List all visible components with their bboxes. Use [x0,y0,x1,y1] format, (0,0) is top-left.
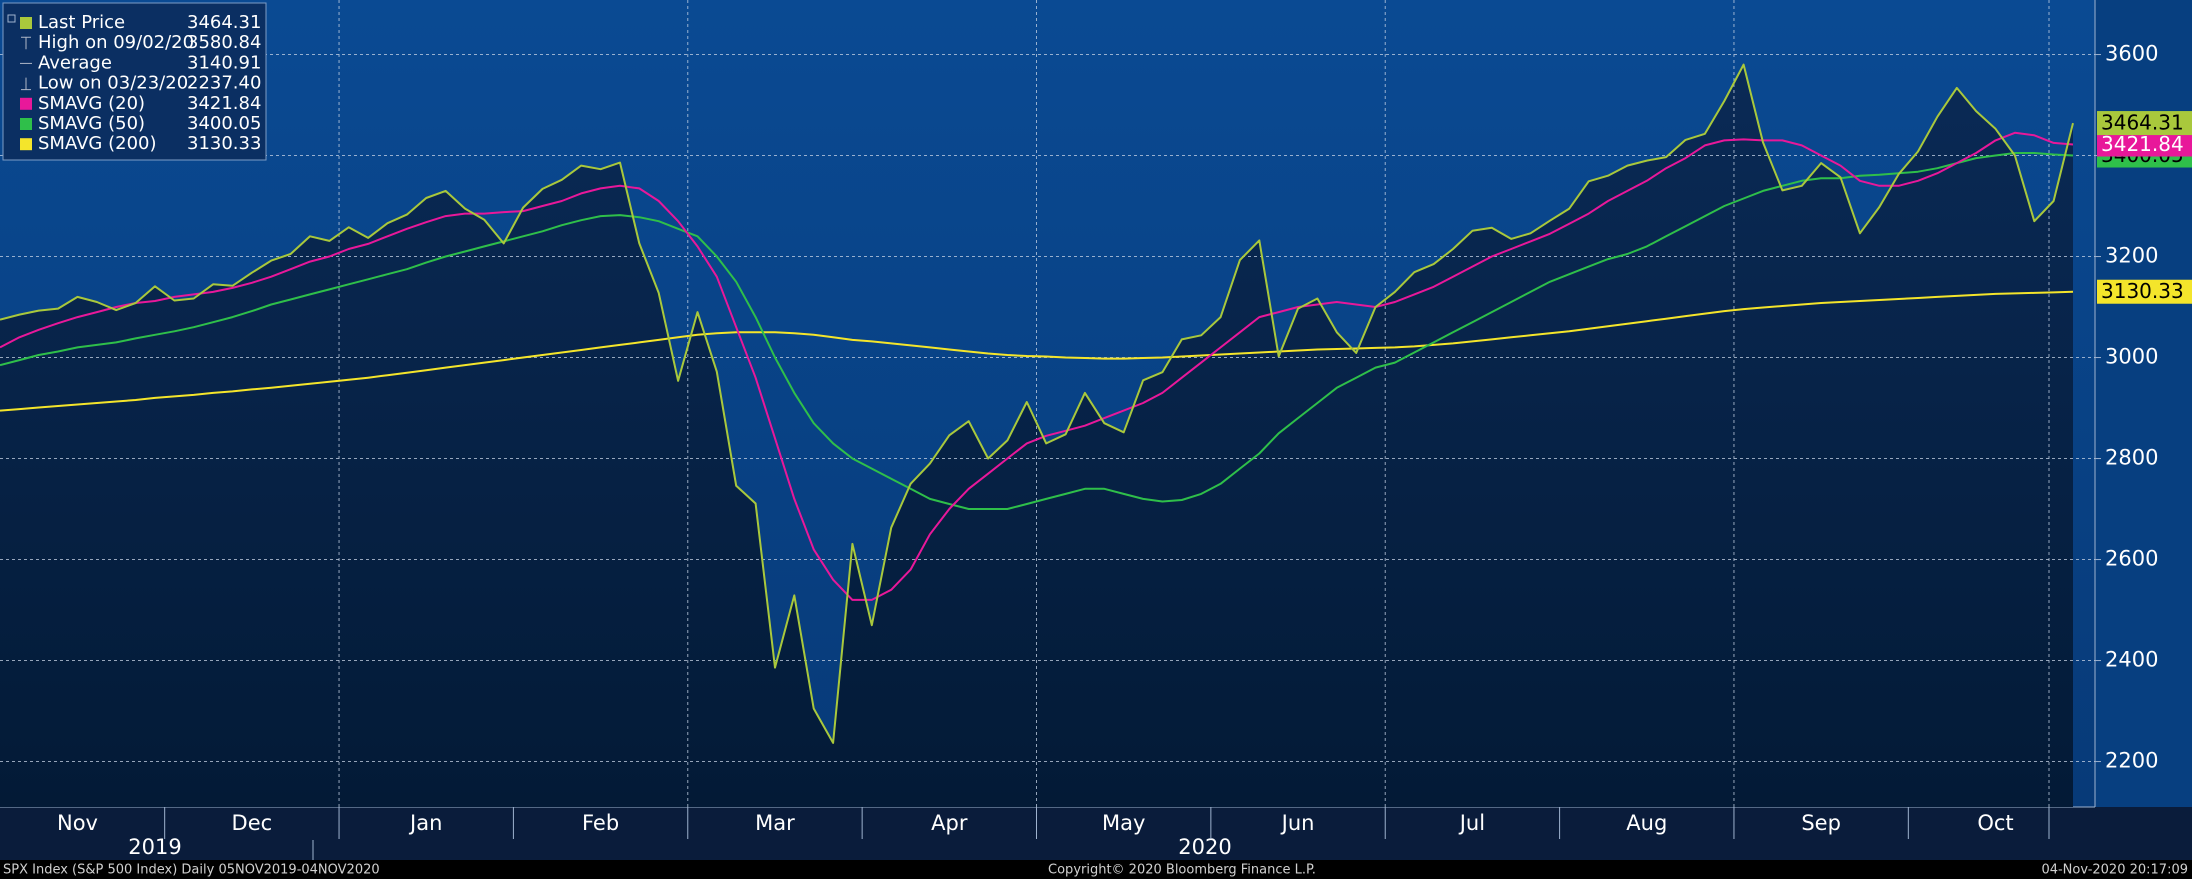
price-area [0,64,2073,808]
legend-label: SMAVG (20) [38,93,145,114]
footer-right: 04-Nov-2020 20:17:09 [2041,863,2188,878]
series-line [0,290,2074,412]
footer-bar [0,860,2192,879]
x-tick-label: May [1102,811,1145,835]
legend-value: 3421.84 [187,93,261,114]
x-tick-label: Jan [408,811,442,835]
legend-box [2,2,267,161]
legend-marker [20,138,32,151]
year-label: 2019 [128,835,181,859]
legend-label: Last Price [38,12,125,33]
x-tick-label: Aug [1626,811,1667,835]
y-tick-label: 2400 [2105,648,2158,672]
x-tick-label: Feb [582,811,619,835]
footer-center: Copyright© 2020 Bloomberg Finance L.P. [1048,863,1316,878]
legend-label: High on 09/02/20 [38,32,194,53]
value-tag [2097,111,2192,136]
legend-label: Average [38,52,112,73]
legend-value: 3140.91 [187,52,261,73]
series-line [0,152,2074,510]
x-axis-strip [0,807,2192,860]
x-tick-label: Sep [1801,811,1841,835]
legend-value: 3130.33 [187,133,261,154]
y-tick-label: 3200 [2105,244,2158,268]
value-tag-label: 3130.33 [2101,279,2184,303]
legend-label: SMAVG (50) [38,113,145,134]
legend-label: Low on 03/23/20 [38,73,188,94]
x-tick-label: Oct [1977,811,2013,835]
legend-marker [21,36,31,50]
x-tick-label: Jun [1280,811,1315,835]
footer-left: SPX Index (S&P 500 Index) Daily 05NOV201… [3,863,380,878]
y-tick-label: 2200 [2105,749,2158,773]
legend-marker [21,77,31,91]
legend-label: SMAVG (200) [38,133,157,154]
legend-toggle [7,14,16,23]
value-tag [2097,279,2192,304]
y-tick-label: 2600 [2105,547,2158,571]
legend-marker [20,17,32,29]
x-tick-label: Apr [931,811,968,835]
legend-value: 3580.84 [187,32,261,53]
legend-value: 3464.31 [187,12,261,33]
legend-value: 2237.40 [187,73,261,94]
legend-marker [20,118,32,130]
x-tick-label: Jul [1458,811,1485,835]
y-tick-label: 3600 [2105,42,2158,66]
value-tag-label: 3464.31 [2101,111,2184,135]
series-line [0,63,2074,744]
x-tick-label: Nov [57,811,98,835]
x-tick-label: Dec [232,811,273,835]
legend-marker [20,97,32,110]
series-line [0,131,2074,601]
value-tag [2097,132,2192,157]
y-tick-label: 3000 [2105,345,2158,369]
y-tick-label: 2800 [2105,446,2158,470]
x-tick-label: Mar [755,811,795,835]
legend-value: 3400.05 [187,113,261,134]
value-tag-label: 3421.84 [2101,132,2184,156]
year-label: 2020 [1178,835,1231,859]
